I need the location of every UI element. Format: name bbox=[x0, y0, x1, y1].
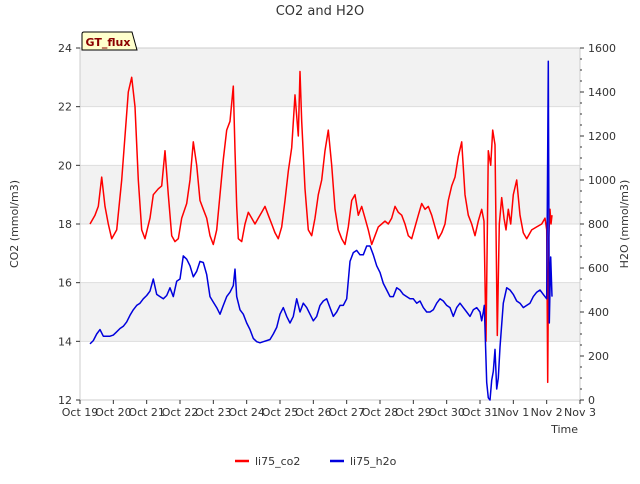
x-tick-label: Oct 29 bbox=[395, 406, 432, 419]
legend-label: li75_co2 bbox=[255, 455, 300, 468]
y-right-tick-label: 200 bbox=[588, 350, 609, 363]
x-tick-label: Oct 23 bbox=[195, 406, 232, 419]
legend: li75_co2 li75_h2o bbox=[235, 455, 397, 468]
y-left-tick-label: 14 bbox=[58, 335, 72, 348]
x-tick-label: Oct 22 bbox=[162, 406, 199, 419]
x-tick-label: Oct 27 bbox=[328, 406, 365, 419]
series-line-li75_h2o bbox=[89, 60, 553, 401]
y-axis-left-label: CO2 (mmol/m3) bbox=[8, 180, 21, 268]
x-tick-label: Oct 28 bbox=[362, 406, 399, 419]
series-line-li75_co2 bbox=[89, 70, 553, 384]
gt-flux-badge: GT_flux bbox=[81, 31, 138, 51]
x-axis-label: Time bbox=[550, 423, 578, 436]
x-tick-label: Oct 20 bbox=[95, 406, 132, 419]
badge-text: GT_flux bbox=[86, 36, 131, 49]
y-right-tick-label: 0 bbox=[588, 394, 595, 407]
y-left-tick-label: 22 bbox=[58, 101, 72, 114]
y-left-tick-label: 24 bbox=[58, 42, 72, 55]
y-right-tick-label: 800 bbox=[588, 218, 609, 231]
y-axis-right: 0 200 400 600 800 1000 1200 1400 1600 bbox=[580, 42, 616, 407]
grid-band bbox=[80, 282, 580, 342]
y-axis-right-label: H2O (mmol/m3) bbox=[618, 180, 631, 269]
x-tick-label: Oct 21 bbox=[128, 406, 165, 419]
grid-band bbox=[80, 165, 580, 224]
x-tick-label: Oct 31 bbox=[462, 406, 499, 419]
x-tick-label: Oct 30 bbox=[428, 406, 465, 419]
x-tick-label: Oct 25 bbox=[262, 406, 299, 419]
x-tick-label: Nov 1 bbox=[497, 406, 529, 419]
y-left-tick-label: 16 bbox=[58, 277, 72, 290]
y-right-tick-label: 600 bbox=[588, 262, 609, 275]
grid-band bbox=[80, 48, 580, 107]
series-layer bbox=[89, 60, 553, 401]
x-tick-label: Oct 24 bbox=[228, 406, 265, 419]
y-axis-left: 12 14 16 18 20 22 24 bbox=[58, 42, 80, 407]
x-tick-label: Nov 2 bbox=[531, 406, 563, 419]
y-right-tick-label: 1600 bbox=[588, 42, 616, 55]
x-tick-label: Oct 19 bbox=[62, 406, 99, 419]
chart-title: CO2 and H2O bbox=[276, 4, 365, 19]
y-left-tick-label: 18 bbox=[58, 218, 72, 231]
legend-label: li75_h2o bbox=[350, 455, 397, 468]
y-right-tick-label: 400 bbox=[588, 306, 609, 319]
y-right-tick-label: 1000 bbox=[588, 174, 616, 187]
y-right-tick-label: 1200 bbox=[588, 130, 616, 143]
y-right-tick-label: 1400 bbox=[588, 86, 616, 99]
x-tick-label: Nov 3 bbox=[564, 406, 596, 419]
y-left-tick-label: 20 bbox=[58, 159, 72, 172]
y-left-tick-label: 12 bbox=[58, 394, 72, 407]
x-tick-label: Oct 26 bbox=[295, 406, 332, 419]
